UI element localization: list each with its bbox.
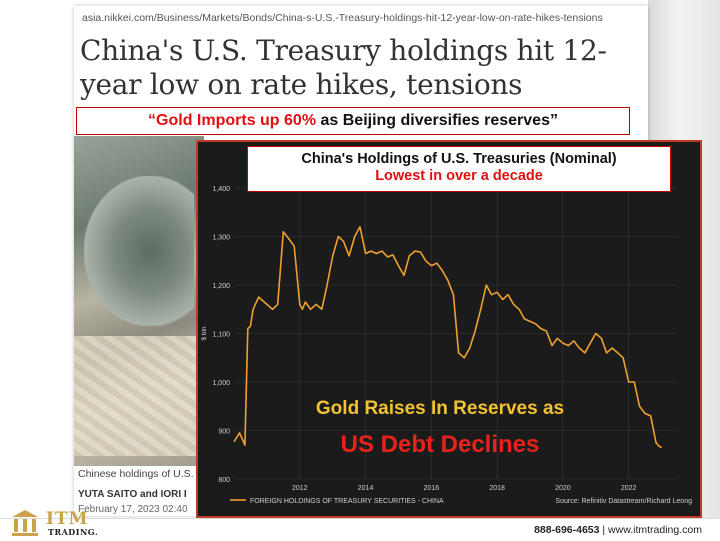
logo-name: ITM (46, 509, 89, 529)
y-tick-label: 900 (218, 429, 230, 436)
y-axis-label: $ bln (201, 326, 208, 340)
article-photo (74, 136, 204, 466)
y-tick-label: 1,200 (212, 283, 230, 290)
article-date: February 17, 2023 02:40 (78, 504, 188, 515)
x-tick-label: 2012 (292, 485, 308, 492)
article-authors: YUTA SAITO and IORI I (78, 489, 187, 500)
gold-imports-quote: “Gold Imports up 60% as Beijing diversif… (76, 107, 630, 135)
chart-title-box: China's Holdings of U.S. Treasuries (Nom… (247, 146, 671, 192)
itm-logo[interactable]: ITM TRADING. (6, 506, 116, 540)
annotation-line-1: Gold Raises In Reserves as (315, 398, 565, 419)
chart-title: China's Holdings of U.S. Treasuries (Nom… (301, 151, 617, 167)
article-headline: China's U.S. Treasury holdings hit 12-ye… (80, 34, 607, 101)
x-tick-label: 2018 (489, 485, 505, 492)
quote-highlight: “Gold Imports up 60% (148, 112, 317, 129)
treasury-holdings-chart: 800 900 1,000 1,100 1,200 1,300 1,400 2012 2014 2… (196, 140, 702, 518)
y-tick-label: 800 (218, 477, 230, 484)
logo-subtitle: TRADING. (48, 527, 99, 537)
annotation-line-2: US Debt Declines (340, 431, 540, 458)
footer-contact: 888-696-4653 | www.itmtrading.com (534, 524, 702, 536)
x-tick-label: 2022 (621, 485, 637, 492)
series-line (233, 226, 662, 449)
logo-pillars-icon (12, 510, 38, 536)
y-tick-label: 1,100 (212, 332, 230, 339)
y-tick-label: 1,400 (212, 186, 230, 193)
banknote-portrait-image (84, 176, 194, 326)
y-tick-label: 1,300 (212, 235, 230, 242)
footer-bar: 888-696-4653 | www.itmtrading.com (0, 518, 720, 541)
footer-separator: | (599, 524, 609, 536)
footer-website[interactable]: www.itmtrading.com (608, 524, 702, 536)
banknote-image (74, 336, 204, 456)
chart-subtitle: Lowest in over a decade (375, 168, 543, 184)
x-tick-label: 2020 (555, 485, 571, 492)
x-tick-label: 2014 (358, 485, 374, 492)
footer-phone[interactable]: 888-696-4653 (534, 524, 600, 536)
x-tick-label: 2016 (424, 485, 440, 492)
chart-canvas: 800 900 1,000 1,100 1,200 1,300 1,400 2012 2014 2… (201, 186, 692, 505)
legend-label: FOREIGN HOLDINGS OF TREASURY SECURITIES … (250, 498, 444, 505)
chart-source: Source: Refinitiv Datastream/Richard Leo… (555, 498, 692, 505)
quote-text: as Beijing diversifies reserves” (316, 112, 558, 129)
photo-caption: Chinese holdings of U.S. (78, 468, 194, 480)
y-tick-label: 1,000 (212, 380, 230, 387)
article-url[interactable]: asia.nikkei.com/Business/Markets/Bonds/C… (82, 12, 603, 24)
